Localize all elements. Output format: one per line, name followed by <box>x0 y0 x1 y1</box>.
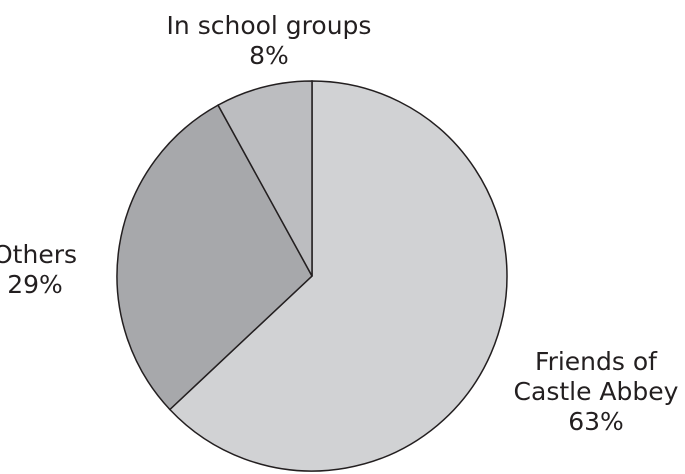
pie-slice-in-school-groups <box>217 80 313 277</box>
slice-category-label: Others <box>0 240 77 269</box>
slice-value-label: 8% <box>249 41 289 70</box>
slice-category-label: Castle Abbey <box>514 377 679 406</box>
pie-slice-others <box>116 104 313 411</box>
slice-value-label: 63% <box>568 407 624 436</box>
slice-category-label: In school groups <box>167 11 372 40</box>
pie-slice-friends-of-castle-abbey <box>168 80 508 472</box>
pie-slices <box>116 80 508 472</box>
slice-value-label: 29% <box>7 270 63 299</box>
slice-category-label: Friends of <box>535 347 658 376</box>
